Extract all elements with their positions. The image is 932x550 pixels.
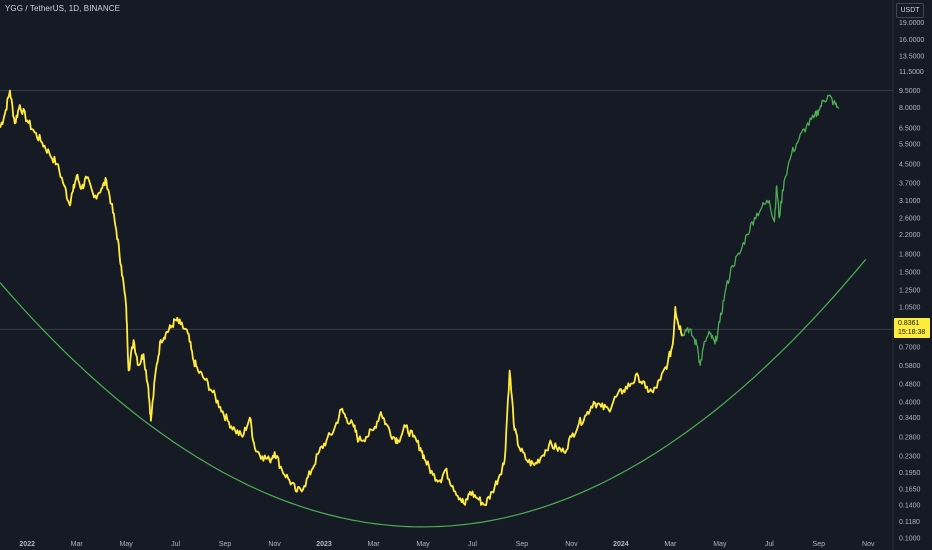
y-tick-label: 3.1000 [899,198,921,205]
y-tick-label: 19.0000 [899,20,924,27]
y-tick-label: 1.8000 [899,251,921,258]
y-tick-label: 1.5000 [899,269,921,276]
x-tick-label: Jul [171,541,180,548]
y-tick-label: 8.0000 [899,105,921,112]
y-tick-label: 11.5000 [899,69,924,76]
countdown-timer: 15:18:38 [898,329,926,336]
y-tick-label: 13.5000 [899,53,924,60]
y-tick-label: 0.1180 [899,519,920,526]
y-tick-label: 0.7000 [899,344,921,351]
y-tick-label: 0.4800 [899,381,921,388]
y-tick-label: 3.7000 [899,181,921,188]
x-tick-label: 2024 [613,541,629,548]
support-curve [0,258,867,528]
y-tick-label: 0.1950 [899,470,921,477]
y-tick-label: 0.3400 [899,415,921,422]
x-tick-label: May [416,541,430,548]
last-price-label: 0.8361 15:18:38 [894,318,930,338]
x-tick-label: Jul [468,541,477,548]
last-price-value: 0.8361 [898,320,920,327]
price-line-recent [682,94,840,366]
y-tick-label: 0.5800 [899,363,921,370]
y-tick-label: 2.6000 [899,215,921,222]
y-tick-label: 6.5000 [899,125,921,132]
x-tick-label: Sep [813,541,826,548]
y-tick-label: 1.0500 [899,304,921,311]
y-tick-label: 1.2500 [899,287,921,294]
x-tick-label: Mar [367,541,380,548]
x-tick-label: Jul [765,541,774,548]
x-tick-label: Mar [664,541,677,548]
y-tick-label: 0.2300 [899,454,921,461]
x-tick-label: Sep [219,541,232,548]
y-tick-label: 9.5000 [899,88,921,95]
y-tick-label: 2.2000 [899,232,921,239]
currency-button[interactable]: USDT [896,3,924,18]
price-line-history [0,89,684,507]
x-tick-label: Nov [565,541,578,548]
x-tick-label: 2023 [316,541,332,548]
x-tick-label: Sep [516,541,529,548]
x-tick-label: May [120,541,134,548]
y-tick-label: 5.5000 [899,142,921,149]
y-tick-label: 0.1650 [899,486,921,493]
y-tick-label: 0.4000 [899,399,921,406]
x-tick-label: 2022 [19,541,35,548]
y-tick-label: 0.2800 [899,434,921,441]
chart-title: YGG / TetherUS, 1D, BINANCE [5,4,121,13]
y-tick-label: 0.1400 [899,502,921,509]
y-tick-label: 16.0000 [899,37,924,44]
x-tick-label: May [713,541,727,548]
x-tick-label: Mar [71,541,84,548]
x-tick-label: Nov [862,541,875,548]
x-tick-label: Nov [268,541,281,548]
y-tick-label: 4.5000 [899,161,921,168]
y-tick-label: 0.1000 [899,536,921,543]
